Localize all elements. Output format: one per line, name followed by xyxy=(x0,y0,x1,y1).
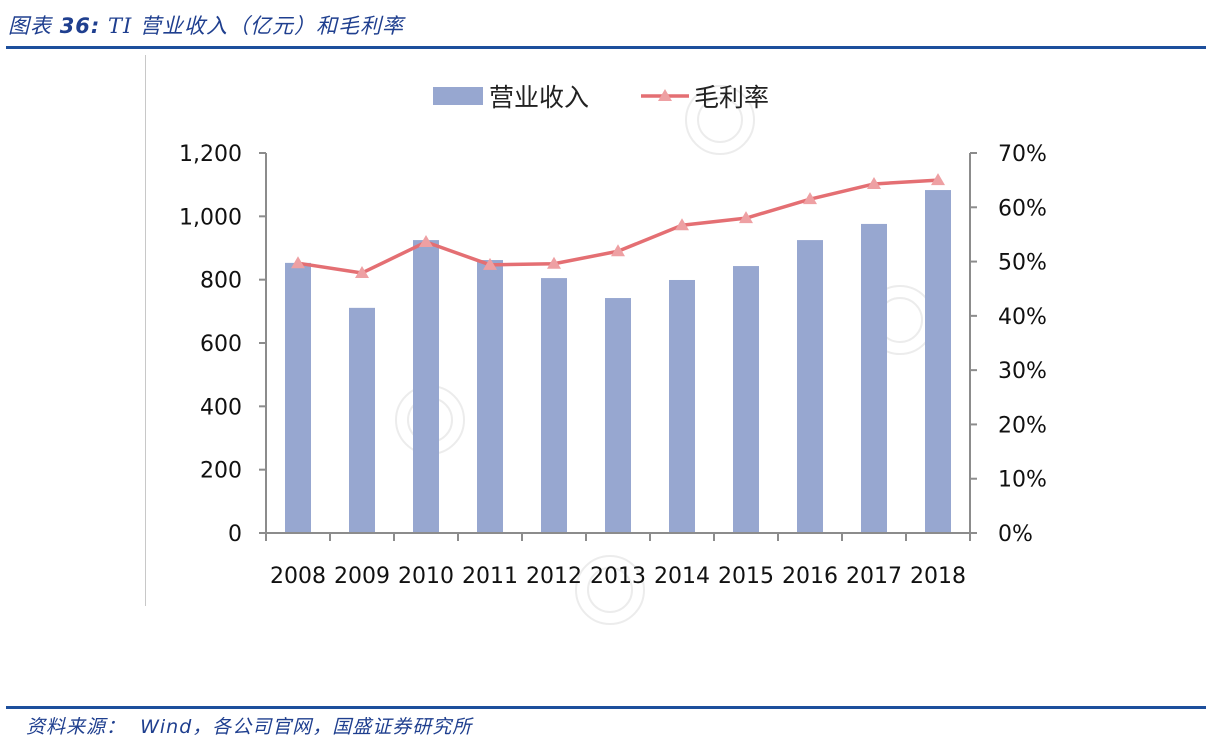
left-axis-tick-label: 400 xyxy=(200,395,242,420)
revenue-bar-2011 xyxy=(477,260,503,533)
right-axis-tick-label: 60% xyxy=(998,196,1047,221)
left-axis-tick-label: 1,000 xyxy=(179,205,242,230)
triangle-marker-icon xyxy=(931,173,945,186)
x-axis-tick-label: 2008 xyxy=(270,564,326,589)
source-note: 资料来源： Wind，各公司官网，国盛证券研究所 xyxy=(26,712,472,739)
figure-number: 36: xyxy=(59,14,101,38)
revenue-bar-2015 xyxy=(733,266,759,533)
chart-frame-border xyxy=(145,55,146,606)
left-axis-tick-label: 200 xyxy=(200,459,242,484)
x-axis-tick-label: 2012 xyxy=(526,564,582,589)
x-axis-tick-label: 2018 xyxy=(910,564,966,589)
legend-label-gross-margin: 毛利率 xyxy=(694,83,769,112)
watermark-logo-icon xyxy=(587,567,633,613)
footer-rule xyxy=(6,706,1206,709)
right-axis-tick-label: 10% xyxy=(998,468,1047,493)
source-main: Wind xyxy=(140,716,193,738)
triangle-marker-icon xyxy=(483,257,497,270)
legend-bar-swatch-icon xyxy=(433,87,483,105)
triangle-marker-icon xyxy=(675,218,689,231)
x-axis-tick-label: 2010 xyxy=(398,564,454,589)
right-axis-tick-label: 40% xyxy=(998,305,1047,330)
header-rule xyxy=(6,46,1206,49)
right-axis-tick-label: 0% xyxy=(998,522,1033,547)
left-axis-tick-label: 0 xyxy=(228,522,242,547)
source-rest: ，各公司官网，国盛证券研究所 xyxy=(192,716,473,738)
triangle-marker-icon xyxy=(611,244,625,257)
x-axis-tick-label: 2014 xyxy=(654,564,710,589)
revenue-bar-2013 xyxy=(605,298,631,533)
triangle-marker-icon xyxy=(739,211,753,224)
gross-margin-polyline xyxy=(297,178,939,275)
x-axis-tick-label: 2017 xyxy=(846,564,902,589)
triangle-marker-icon xyxy=(867,176,881,189)
revenue-bar-2010 xyxy=(413,240,439,534)
left-axis-tick-label: 800 xyxy=(200,269,242,294)
triangle-marker-icon xyxy=(547,256,561,269)
right-axis-tick-label: 70% xyxy=(998,142,1047,167)
watermark-logo-icon xyxy=(685,85,755,155)
right-axis-tick-label: 50% xyxy=(998,251,1047,276)
watermark xyxy=(395,85,935,625)
left-axis-tick-label: 1,200 xyxy=(179,142,242,167)
triangle-marker-icon xyxy=(803,192,817,205)
revenue-bar-2008 xyxy=(285,262,311,533)
source-label: 资料来源： xyxy=(26,716,127,738)
revenue-bar-2012 xyxy=(541,278,567,533)
revenue-bar-2016 xyxy=(797,240,823,534)
watermark-logo-icon xyxy=(575,555,645,625)
figure-title-text: TI 营业收入（亿元）和毛利率 xyxy=(100,14,404,38)
figure-title: 图表 36: TI 营业收入（亿元）和毛利率 xyxy=(8,10,404,40)
right-axis-tick-label: 30% xyxy=(998,359,1047,384)
x-axis-tick-label: 2011 xyxy=(462,564,518,589)
x-axis-tick-label: 2015 xyxy=(718,564,774,589)
legend-triangle-marker-icon xyxy=(658,89,672,101)
right-axis-tick-label: 20% xyxy=(998,413,1047,438)
chart-legend: 营业收入 毛利率 xyxy=(433,83,769,112)
x-axis-tick-label: 2009 xyxy=(334,564,390,589)
gross-margin-line xyxy=(291,173,945,278)
revenue-bar-2014 xyxy=(669,279,695,533)
revenue-bar-2018 xyxy=(925,190,951,534)
left-axis-tick-label: 600 xyxy=(200,332,242,357)
x-axis-tick-label: 2016 xyxy=(782,564,838,589)
figure-label: 图表 xyxy=(8,14,60,38)
triangle-marker-icon xyxy=(291,256,305,269)
legend-label-revenue: 营业收入 xyxy=(489,83,589,112)
triangle-marker-icon xyxy=(419,235,433,248)
triangle-marker-icon xyxy=(355,265,369,278)
chart-axes: 0 200 400 600 800 1,000 1,200 0% 10% 20% 30% 40% 50%… xyxy=(179,142,1047,589)
revenue-bars xyxy=(285,190,951,534)
revenue-bar-2017 xyxy=(861,223,887,533)
x-axis-tick-label: 2013 xyxy=(590,564,646,589)
watermark-logo-icon xyxy=(697,97,743,143)
revenue-bar-2009 xyxy=(349,307,375,533)
